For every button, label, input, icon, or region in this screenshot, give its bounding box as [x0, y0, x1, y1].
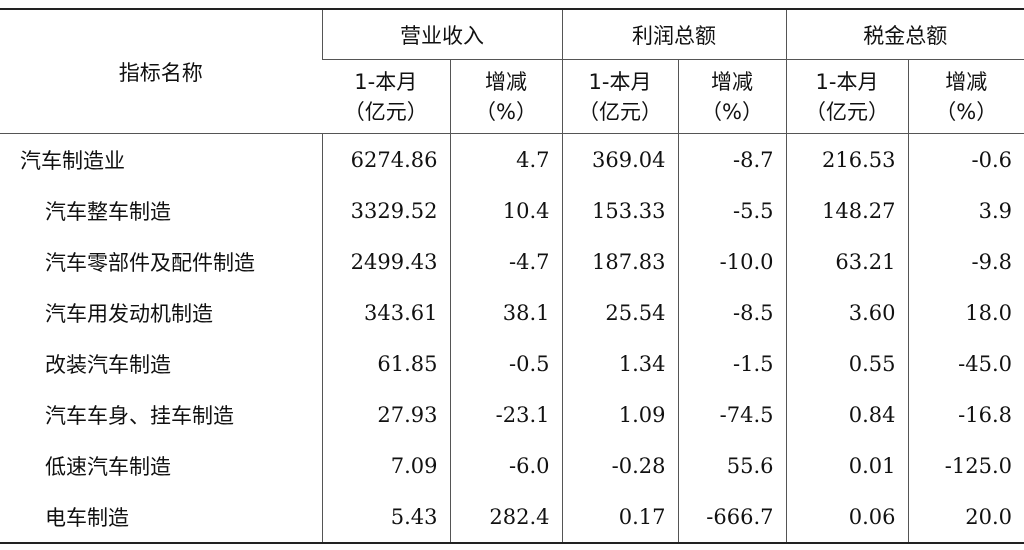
sub-header-row: 1-本月 （亿元） 增减 （%） 1-本月 （亿元） 增减 （%） 1-本月 （亿元） 增减 （%） [0, 59, 1024, 134]
cell-value: -8.5 [677, 287, 786, 338]
table-row: 汽车用发动机制造 343.61 38.1 25.54 -8.5 3.60 18.0 [0, 287, 1024, 338]
table-row: 电车制造 5.43 282.4 0.17 -666.7 0.06 20.0 [0, 491, 1024, 543]
header-line: （亿元） [343, 99, 428, 124]
data-table: 指标名称 营业收入 利润总额 税金总额 1-本月 （亿元） 增减 （%） 1-本月 （亿元） 增… [0, 8, 1024, 544]
cell-value: 216.53 [785, 133, 908, 185]
cell-value: -666.7 [677, 491, 786, 543]
table-row: 汽车制造业 6274.86 4.7 369.04 -8.7 216.53 -0.6 [0, 133, 1024, 185]
cell-value: 61.85 [321, 338, 450, 389]
header-line: 1-本月 [588, 69, 652, 94]
cell-value: 10.4 [449, 185, 562, 236]
table-row: 低速汽车制造 7.09 -6.0 -0.28 55.6 0.01 -125.0 [0, 440, 1024, 491]
table-row: 汽车车身、挂车制造 27.93 -23.1 1.09 -74.5 0.84 -16.8 [0, 389, 1024, 440]
cell-value: 7.09 [321, 440, 450, 491]
cell-value: -5.5 [677, 185, 786, 236]
cell-value: 18.0 [907, 287, 1024, 338]
group-header: 利润总额 [561, 9, 786, 60]
column-header: 增减 （%） [677, 59, 786, 134]
column-header: 1-本月 （亿元） [561, 59, 678, 134]
header-line: （%） [935, 99, 998, 124]
cell-value: -8.7 [677, 133, 786, 185]
header-line: 增减 [711, 69, 753, 94]
cell-value: 1.34 [561, 338, 678, 389]
cell-value: 38.1 [449, 287, 562, 338]
cell-value: 25.54 [561, 287, 678, 338]
cell-value: -74.5 [677, 389, 786, 440]
cell-value: 63.21 [785, 236, 908, 287]
header-line: （亿元） [578, 99, 662, 124]
table-body: 汽车制造业 6274.86 4.7 369.04 -8.7 216.53 -0.6 汽车整车制… [0, 133, 1024, 543]
cell-value: 27.93 [321, 389, 450, 440]
row-label: 汽车制造业 [20, 148, 125, 173]
header-line: 1-本月 [815, 69, 879, 94]
column-header: 1-本月 （亿元） [322, 59, 450, 134]
cell-value: -125.0 [907, 440, 1024, 491]
cell-value: -4.7 [449, 236, 562, 287]
cell-value: 282.4 [449, 491, 562, 543]
header-line: （%） [701, 99, 763, 124]
cell-value: 0.17 [561, 491, 678, 543]
cell-value: -23.1 [449, 389, 562, 440]
header-line: （亿元） [805, 99, 889, 124]
cell-value: 148.27 [785, 185, 908, 236]
row-label: 汽车零部件及配件制造 [45, 250, 255, 275]
row-label: 低速汽车制造 [45, 454, 171, 479]
cell-value: 2499.43 [321, 236, 450, 287]
row-label: 汽车用发动机制造 [45, 301, 213, 326]
cell-value: 369.04 [561, 133, 678, 185]
column-header: 增减 （%） [907, 59, 1024, 134]
group-header: 税金总额 [785, 9, 1024, 60]
cell-value: -0.6 [907, 133, 1024, 185]
corner-header: 指标名称 [0, 9, 322, 134]
cell-value: 1.09 [561, 389, 678, 440]
cell-value: 3.9 [907, 185, 1024, 236]
cell-value: 5.43 [321, 491, 450, 543]
cell-value: 343.61 [321, 287, 450, 338]
cell-value: 187.83 [561, 236, 678, 287]
cell-value: 0.01 [785, 440, 908, 491]
cell-value: -6.0 [449, 440, 562, 491]
cell-value: -16.8 [907, 389, 1024, 440]
row-label: 电车制造 [45, 505, 129, 530]
row-label: 汽车车身、挂车制造 [45, 403, 234, 428]
cell-value: -0.28 [561, 440, 678, 491]
cell-value: 0.55 [785, 338, 908, 389]
cell-value: -9.8 [907, 236, 1024, 287]
cell-value: -1.5 [677, 338, 786, 389]
header-line: 增减 [945, 69, 988, 94]
table-row: 改装汽车制造 61.85 -0.5 1.34 -1.5 0.55 -45.0 [0, 338, 1024, 389]
row-label: 改装汽车制造 [45, 352, 171, 377]
group-header-row: 指标名称 营业收入 利润总额 税金总额 [0, 9, 1024, 134]
column-header: 1-本月 （亿元） [785, 59, 908, 134]
cell-value: 6274.86 [321, 133, 450, 185]
cell-value: 0.06 [785, 491, 908, 543]
cell-value: 153.33 [561, 185, 678, 236]
header-line: 增减 [485, 69, 527, 94]
cell-value: 0.84 [785, 389, 908, 440]
row-label: 汽车整车制造 [45, 199, 171, 224]
table-row: 汽车整车制造 3329.52 10.4 153.33 -5.5 148.27 3.9 [0, 185, 1024, 236]
column-header: 增减 （%） [449, 59, 562, 134]
cell-value: -45.0 [907, 338, 1024, 389]
group-header: 营业收入 [321, 9, 562, 60]
cell-value: -0.5 [449, 338, 562, 389]
cell-value: 3.60 [785, 287, 908, 338]
cell-value: 4.7 [449, 133, 562, 185]
cell-value: -10.0 [677, 236, 786, 287]
header-line: 1-本月 [354, 69, 418, 94]
cell-value: 3329.52 [321, 185, 450, 236]
header-line: （%） [475, 99, 537, 124]
cell-value: 55.6 [677, 440, 786, 491]
table-row: 汽车零部件及配件制造 2499.43 -4.7 187.83 -10.0 63.21 -9.… [0, 236, 1024, 287]
cell-value: 20.0 [907, 491, 1024, 543]
